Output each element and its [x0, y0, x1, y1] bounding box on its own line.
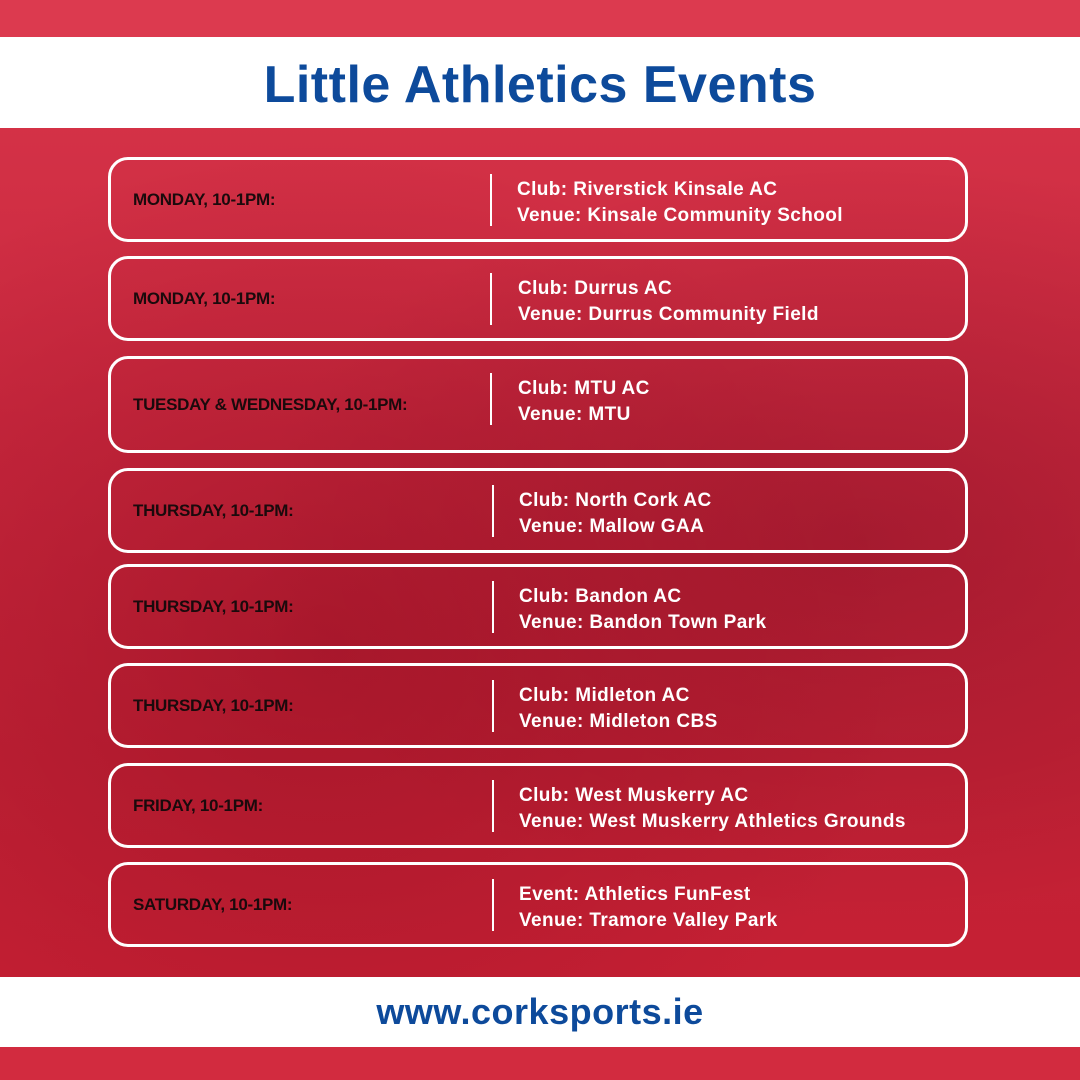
- event-row: THURSDAY, 10-1PM: Club: Bandon AC Venue:…: [108, 564, 968, 649]
- event-venue: Venue: MTU: [518, 404, 631, 425]
- event-row: FRIDAY, 10-1PM: Club: West Muskerry AC V…: [108, 763, 968, 848]
- event-venue: Venue: Bandon Town Park: [519, 612, 767, 633]
- event-day: TUESDAY & WEDNESDAY, 10-1PM:: [133, 394, 408, 414]
- row-divider: [490, 273, 492, 325]
- event-venue: Venue: Midleton CBS: [519, 711, 718, 732]
- event-club: Club: Durrus AC: [518, 278, 673, 299]
- row-divider: [492, 680, 494, 732]
- bottom-stripe: [0, 1047, 1080, 1080]
- event-club: Club: Midleton AC: [519, 685, 690, 706]
- event-row: MONDAY, 10-1PM: Club: Riverstick Kinsale…: [108, 157, 968, 242]
- row-divider: [490, 373, 492, 425]
- event-day: THURSDAY, 10-1PM:: [133, 596, 294, 616]
- event-details: Club: North Cork AC Venue: Mallow GAA: [519, 488, 712, 540]
- event-venue: Venue: Durrus Community Field: [518, 304, 819, 325]
- event-venue: Venue: Mallow GAA: [519, 516, 705, 537]
- row-divider: [492, 581, 494, 633]
- event-details: Event: Athletics FunFest Venue: Tramore …: [519, 882, 778, 934]
- event-day: SATURDAY, 10-1PM:: [133, 894, 293, 914]
- event-details: Club: Durrus AC Venue: Durrus Community …: [518, 276, 819, 328]
- top-stripe: [0, 0, 1080, 37]
- event-details: Club: West Muskerry AC Venue: West Muske…: [519, 783, 906, 835]
- event-club: Club: West Muskerry AC: [519, 785, 749, 806]
- event-venue: Venue: West Muskerry Athletics Grounds: [519, 811, 906, 832]
- page-title: Little Athletics Events: [263, 55, 817, 114]
- event-club: Club: North Cork AC: [519, 490, 712, 511]
- event-club: Club: Bandon AC: [519, 586, 682, 607]
- website-link[interactable]: www.corksports.ie: [376, 991, 704, 1032]
- event-row: THURSDAY, 10-1PM: Club: Midleton AC Venu…: [108, 663, 968, 748]
- event-details: Club: Midleton AC Venue: Midleton CBS: [519, 683, 718, 735]
- event-row: THURSDAY, 10-1PM: Club: North Cork AC Ve…: [108, 468, 968, 553]
- event-day: FRIDAY, 10-1PM:: [133, 795, 263, 815]
- header-banner: Little Athletics Events: [0, 37, 1080, 128]
- event-day: THURSDAY, 10-1PM:: [133, 500, 294, 520]
- event-club: Club: Riverstick Kinsale AC: [517, 179, 778, 200]
- event-day: MONDAY, 10-1PM:: [133, 189, 276, 209]
- row-divider: [492, 780, 494, 832]
- row-divider: [492, 485, 494, 537]
- event-day: MONDAY, 10-1PM:: [133, 288, 276, 308]
- row-divider: [492, 879, 494, 931]
- event-details: Club: Riverstick Kinsale AC Venue: Kinsa…: [517, 177, 843, 229]
- event-row: SATURDAY, 10-1PM: Event: Athletics FunFe…: [108, 862, 968, 947]
- event-details: Club: MTU AC Venue: MTU: [518, 376, 650, 428]
- event-club: Club: MTU AC: [518, 378, 650, 399]
- event-venue: Venue: Tramore Valley Park: [519, 910, 778, 931]
- footer-banner: www.corksports.ie: [0, 977, 1080, 1047]
- event-day: THURSDAY, 10-1PM:: [133, 695, 294, 715]
- row-divider: [490, 174, 492, 226]
- event-row: TUESDAY & WEDNESDAY, 10-1PM: Club: MTU A…: [108, 356, 968, 453]
- event-club: Event: Athletics FunFest: [519, 884, 751, 905]
- event-details: Club: Bandon AC Venue: Bandon Town Park: [519, 584, 766, 636]
- event-venue: Venue: Kinsale Community School: [517, 205, 843, 226]
- event-row: MONDAY, 10-1PM: Club: Durrus AC Venue: D…: [108, 256, 968, 341]
